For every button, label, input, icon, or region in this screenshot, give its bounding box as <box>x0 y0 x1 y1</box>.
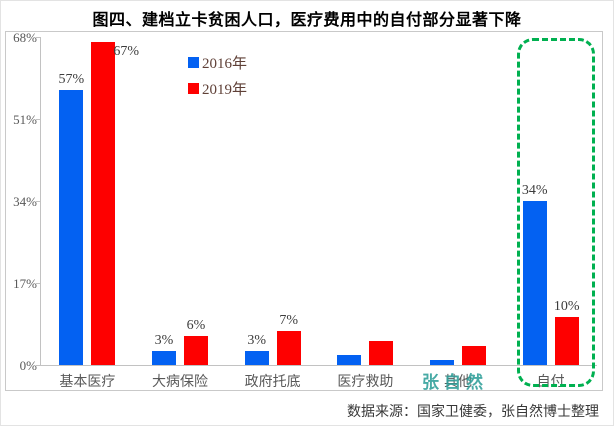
bar-value-label: 6% <box>186 318 206 333</box>
bar-2016年-医疗救助 <box>337 355 362 365</box>
bar-2019年-政府托底 <box>276 331 301 365</box>
legend-item-2019年: 2019年 <box>188 78 247 99</box>
chart-title: 图四、建档立卡贫困人口，医疗费用中的自付部分显著下降 <box>92 12 522 29</box>
bar-2016年-大病保险 <box>152 351 176 365</box>
plot-area: 0% 17% 34% 51% 68% 57% 67% 基本医疗 3% 6% 大病保险 3% 7% 政府托底… <box>13 31 597 389</box>
legend: 2016年 2019年 <box>188 52 247 104</box>
legend-label: 2019年 <box>202 82 248 98</box>
y-axis-tick-mark <box>36 119 41 120</box>
legend-swatch <box>188 83 199 94</box>
category-label-大病保险: 大病保险 <box>152 373 208 389</box>
bar-2019年-其他 <box>462 346 486 365</box>
bar-value-label: 10% <box>553 299 580 314</box>
category-label-医疗救助: 医疗救助 <box>337 373 394 389</box>
bar-2019年-大病保险 <box>184 336 208 365</box>
y-axis-tick-mark <box>36 283 41 284</box>
bar-value-label: 3% <box>247 333 266 348</box>
y-axis-tick-mark <box>36 201 41 202</box>
bar-2019年-医疗救助 <box>369 341 394 365</box>
y-axis-tick-label: 51% <box>13 112 37 127</box>
bar-value-label: 67% <box>113 44 139 59</box>
legend-item-2016年: 2016年 <box>188 52 247 73</box>
y-axis-tick-label: 68% <box>13 30 37 45</box>
bar-value-label: 34% <box>521 183 548 198</box>
category-label-政府托底: 政府托底 <box>244 373 301 389</box>
category-label-其他: 其他 <box>444 373 472 389</box>
bar-2019年-自付 <box>554 317 579 365</box>
legend-swatch <box>188 57 199 68</box>
bar-2019年-基本医疗 <box>91 42 116 365</box>
y-axis-tick-label: 17% <box>13 276 37 291</box>
bar-2016年-自付 <box>522 201 547 365</box>
bar-2016年-基本医疗 <box>59 90 84 365</box>
y-axis-tick-label: 0% <box>19 358 37 373</box>
y-axis-tick-mark <box>36 37 41 38</box>
category-label-基本医疗: 基本医疗 <box>59 373 116 389</box>
legend-label: 2016年 <box>202 56 248 72</box>
bar-value-label: 57% <box>58 72 85 87</box>
plot-frame: 2016年 2019年 0% 17% 34% 51% 68% 57% 67% 基本医疗 3% 6% 大… <box>5 31 603 391</box>
y-axis-tick-mark <box>36 365 41 366</box>
bar-value-label: 3% <box>154 333 174 348</box>
bar-2016年-政府托底 <box>244 351 269 365</box>
category-label-自付: 自付 <box>536 373 565 389</box>
source-note: 数据来源：国家卫健委，张自然博士整理 <box>347 405 599 420</box>
y-axis-tick-label: 34% <box>13 194 37 209</box>
bar-2016年-其他 <box>430 360 454 365</box>
bar-value-label: 7% <box>279 313 298 328</box>
